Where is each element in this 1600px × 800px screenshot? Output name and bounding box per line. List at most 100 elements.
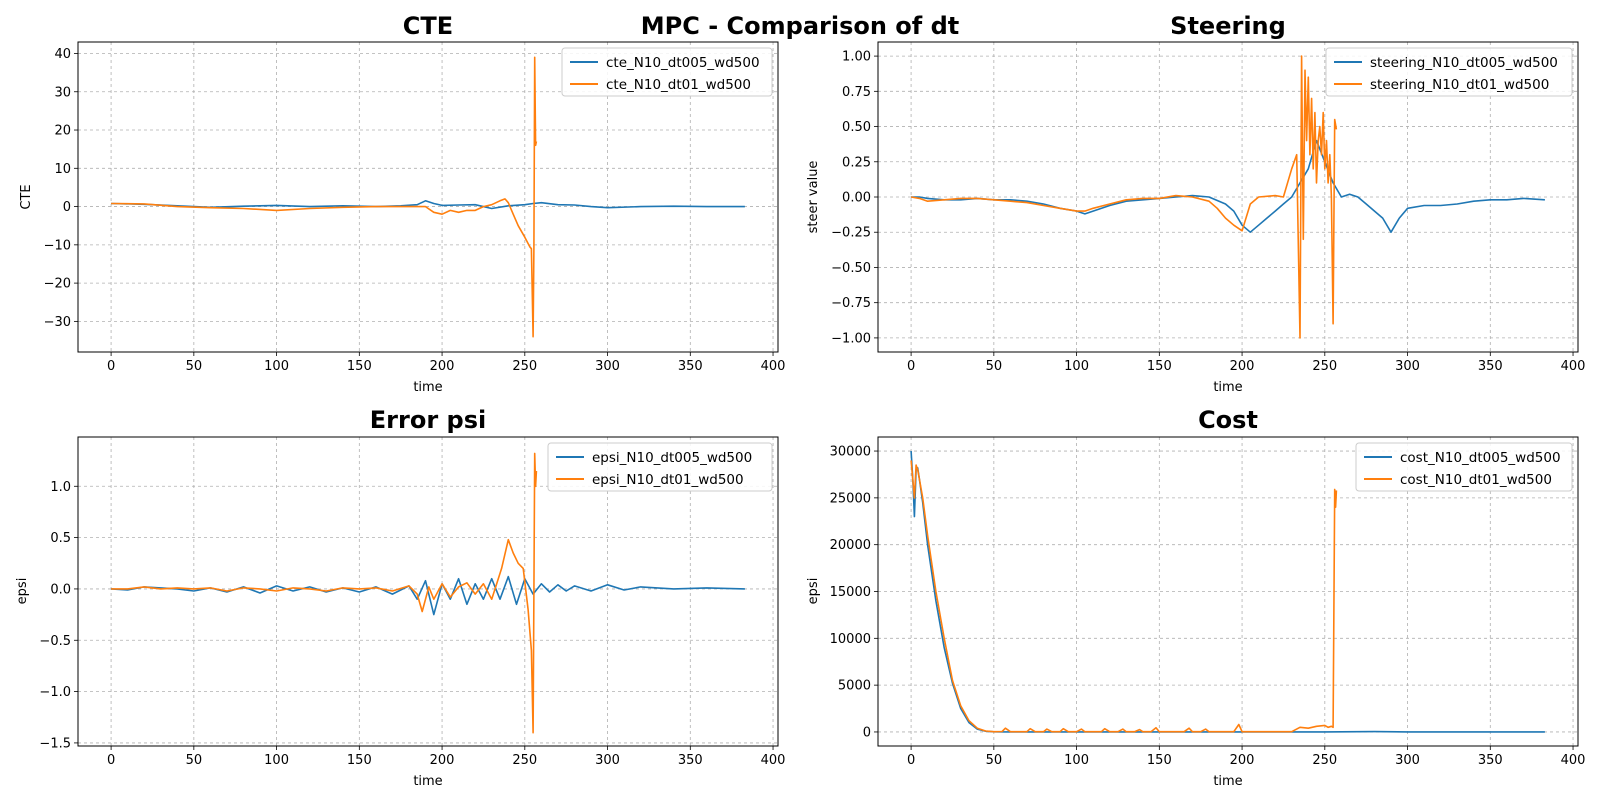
cte-x-tick-label: 200 xyxy=(430,359,455,374)
error-psi-y-tick-label: 0.0 xyxy=(50,582,71,597)
error-psi-y-tick-label: −1.5 xyxy=(39,736,71,751)
cte-y-tick-label: 20 xyxy=(54,124,71,139)
cost-legend-box xyxy=(1355,442,1573,492)
steering-y-axis-label: steer value xyxy=(806,161,821,234)
error-psi-x-tick-label: 200 xyxy=(430,753,455,768)
cost-legend: cost_N10_dt005_wd500 cost_N10_dt01_wd500 xyxy=(1355,442,1573,492)
cte-y-tick-label: 0 xyxy=(63,200,71,215)
cost-axes-frame xyxy=(877,436,1579,747)
steering-legend-label: steering_N10_dt01_wd500 xyxy=(1370,77,1549,93)
cte-axes-frame xyxy=(77,41,779,353)
cost-x-tick-label: 350 xyxy=(1478,753,1503,768)
cost-x-tick-label: 150 xyxy=(1147,753,1172,768)
steering-y-tick-label: −0.75 xyxy=(831,296,871,311)
cte-x-tick-label: 100 xyxy=(264,359,289,374)
error-psi-y-axis-label: epsi xyxy=(15,578,30,605)
steering-x-tick-label: 400 xyxy=(1561,359,1586,374)
error-psi-legend: epsi_N10_dt005_wd500 epsi_N10_dt01_wd500 xyxy=(547,442,773,492)
cost-y-tick-label: 5000 xyxy=(838,679,871,694)
steering-x-tick-label: 100 xyxy=(1064,359,1089,374)
steering-y-tick-label: 0.50 xyxy=(842,120,871,135)
figure-suptitle: MPC - Comparison of dt xyxy=(641,12,959,40)
steering-y-tick-label: −0.50 xyxy=(831,261,871,276)
steering-legend-label: steering_N10_dt005_wd500 xyxy=(1370,55,1558,71)
steering-x-tick-label: 350 xyxy=(1478,359,1503,374)
error-psi-y-tick-label: 0.5 xyxy=(50,531,71,546)
steering-axes-frame xyxy=(877,41,1579,353)
steering-x-axis-label: time xyxy=(1213,380,1242,395)
steering-legend: steering_N10_dt005_wd500 steering_N10_dt0… xyxy=(1325,47,1573,97)
error-psi-axes-frame xyxy=(77,436,779,747)
cost-y-tick-label: 30000 xyxy=(830,445,871,460)
error-psi-x-axis-label: time xyxy=(413,774,442,789)
cost-x-tick-label: 100 xyxy=(1064,753,1089,768)
panel-error-psi: Error psi time epsi 0 50 100 150 200 250 300 35… xyxy=(15,406,785,789)
cte-series-line-dt005 xyxy=(111,200,745,210)
error-psi-series-line-dt005 xyxy=(111,575,745,616)
steering-y-tick-label: 0.25 xyxy=(842,155,871,170)
cte-y-tick-label: −30 xyxy=(44,315,71,330)
cte-x-tick-label: 50 xyxy=(186,359,203,374)
error-psi-panel-title: Error psi xyxy=(370,406,486,434)
steering-y-tick-label: 0.00 xyxy=(842,191,871,206)
cost-x-tick-label: 400 xyxy=(1561,753,1586,768)
error-psi-x-tick-label: 0 xyxy=(107,753,115,768)
panel-cte: CTE time CTE 0 50 100 150 200 250 300 350 400−30… xyxy=(19,12,785,395)
cte-y-tick-label: 30 xyxy=(54,85,71,100)
cte-x-tick-label: 150 xyxy=(347,359,372,374)
cte-y-axis-label: CTE xyxy=(19,184,34,209)
cte-x-tick-label: 250 xyxy=(512,359,537,374)
error-psi-y-tick-label: −0.5 xyxy=(39,634,71,649)
cte-y-tick-label: −20 xyxy=(44,277,71,292)
cte-panel-title: CTE xyxy=(403,12,453,40)
steering-x-tick-label: 150 xyxy=(1147,359,1172,374)
cost-x-tick-label: 300 xyxy=(1395,753,1420,768)
cost-panel-title: Cost xyxy=(1198,406,1258,434)
cost-y-tick-label: 25000 xyxy=(830,491,871,506)
cost-y-tick-label: 0 xyxy=(863,725,871,740)
error-psi-y-tick-label: 1.0 xyxy=(50,480,71,495)
steering-legend-box xyxy=(1325,47,1573,97)
steering-panel-title: Steering xyxy=(1170,12,1286,40)
steering-x-tick-label: 50 xyxy=(986,359,1003,374)
cost-x-axis-label: time xyxy=(1213,774,1242,789)
cte-x-tick-label: 350 xyxy=(678,359,703,374)
steering-x-tick-label: 0 xyxy=(907,359,915,374)
cost-x-tick-label: 250 xyxy=(1312,753,1337,768)
cost-series-line-dt01 xyxy=(910,460,1338,733)
panel-steering: Steering time steer value 0 50 100 150 200 25… xyxy=(806,12,1585,395)
cost-legend-label: cost_N10_dt005_wd500 xyxy=(1400,450,1561,466)
steering-x-tick-label: 300 xyxy=(1395,359,1420,374)
cost-x-tick-label: 50 xyxy=(986,753,1003,768)
cost-x-tick-label: 200 xyxy=(1230,753,1255,768)
cte-legend-label: cte_N10_dt01_wd500 xyxy=(606,77,751,93)
cost-y-tick-label: 20000 xyxy=(830,538,871,553)
error-psi-x-tick-label: 400 xyxy=(761,753,786,768)
error-psi-x-tick-label: 300 xyxy=(595,753,620,768)
steering-x-tick-label: 200 xyxy=(1230,359,1255,374)
cte-y-tick-label: 40 xyxy=(54,47,71,62)
error-psi-series-line-dt01 xyxy=(111,452,538,734)
error-psi-x-tick-label: 250 xyxy=(512,753,537,768)
error-psi-x-tick-label: 50 xyxy=(186,753,203,768)
cte-legend-label: cte_N10_dt005_wd500 xyxy=(606,55,760,71)
steering-y-tick-label: 0.75 xyxy=(842,85,871,100)
steering-x-tick-label: 250 xyxy=(1312,359,1337,374)
steering-y-tick-label: −1.00 xyxy=(831,331,871,346)
cost-legend-label: cost_N10_dt01_wd500 xyxy=(1400,472,1552,488)
cte-x-axis-label: time xyxy=(413,380,442,395)
error-psi-legend-label: epsi_N10_dt01_wd500 xyxy=(592,472,744,488)
error-psi-y-tick-label: −1.0 xyxy=(39,685,71,700)
cost-y-tick-label: 15000 xyxy=(830,585,871,600)
steering-y-tick-label: −0.25 xyxy=(831,226,871,241)
steering-series-line-dt01 xyxy=(910,55,1338,339)
error-psi-legend-box xyxy=(547,442,773,492)
cost-x-tick-label: 0 xyxy=(907,753,915,768)
error-psi-legend-label: epsi_N10_dt005_wd500 xyxy=(592,450,752,466)
cost-y-axis-label: epsi xyxy=(806,578,821,605)
panel-cost: Cost time epsi 0 50 100 150 200 250 300 350 400 0… xyxy=(806,406,1585,789)
cost-y-tick-label: 10000 xyxy=(830,632,871,647)
error-psi-x-tick-label: 150 xyxy=(347,753,372,768)
steering-y-tick-label: 1.00 xyxy=(842,50,871,65)
